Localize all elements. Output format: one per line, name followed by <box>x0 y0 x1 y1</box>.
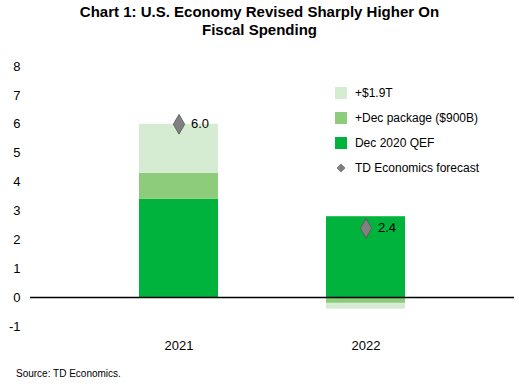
svg-text:3: 3 <box>13 203 20 218</box>
html-text:Real GDP Growth Forecast, Q4/Q: Real GDP Growth Forecast, Q4/Q4 % Change <box>28 46 296 61</box>
svg-text:2022: 2022 <box>352 338 381 353</box>
html-text:TD Economics forecast: TD Economics forecast <box>355 160 479 175</box>
svg-text:8: 8 <box>13 59 20 74</box>
svg-text:-1: -1 <box>9 319 21 334</box>
svg-text:6.0: 6.0 <box>191 116 209 131</box>
svg-text:2: 2 <box>13 232 20 247</box>
html-text:Fiscal Spending: Fiscal Spending <box>202 21 317 38</box>
svg-text:5: 5 <box>13 145 20 160</box>
html-text:Chart 1: U.S. Economy Revised: Chart 1: U.S. Economy Revised Sharply Hi… <box>79 3 440 20</box>
html-text:Source: TD Economics.: Source: TD Economics. <box>16 368 121 379</box>
svg-text:1: 1 <box>13 261 20 276</box>
svg-text:2021: 2021 <box>165 338 194 353</box>
svg-text:6: 6 <box>13 116 20 131</box>
svg-text:2.4: 2.4 <box>378 220 396 235</box>
html-text:+$1.9T: +$1.9T <box>355 85 393 100</box>
svg-text:7: 7 <box>13 88 20 103</box>
html-text:+Dec package ($900B): +Dec package ($900B) <box>355 110 478 125</box>
svg-text:4: 4 <box>13 174 20 189</box>
svg-text:0: 0 <box>13 290 20 305</box>
html-text:Dec 2020 QEF: Dec 2020 QEF <box>355 135 435 150</box>
